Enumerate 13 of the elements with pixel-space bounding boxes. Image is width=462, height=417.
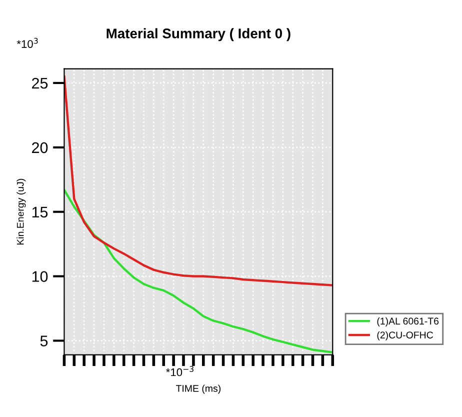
text: *10$^{3}$ (16, 38, 38, 48)
line-series (64, 75, 333, 286)
y-axis-title: Kin.Energy (uJ) (16, 178, 26, 245)
legend-label: (1)AL 6061-T6 (377, 317, 439, 326)
legend-label: (2)CU-OFHC (377, 331, 433, 340)
y-tick-label: 20 (32, 142, 48, 154)
y-tick-label: 10 (32, 271, 48, 282)
chart-title: Material Summary ( Ident 0 ) (106, 28, 290, 42)
x-axis-title: TIME (ms) (176, 384, 221, 394)
y-tick-label: 5 (40, 336, 48, 346)
y-tick-label: 25 (32, 78, 48, 89)
y-tick-label: 15 (32, 206, 48, 218)
text: *10$^{−3}$ (166, 366, 194, 376)
